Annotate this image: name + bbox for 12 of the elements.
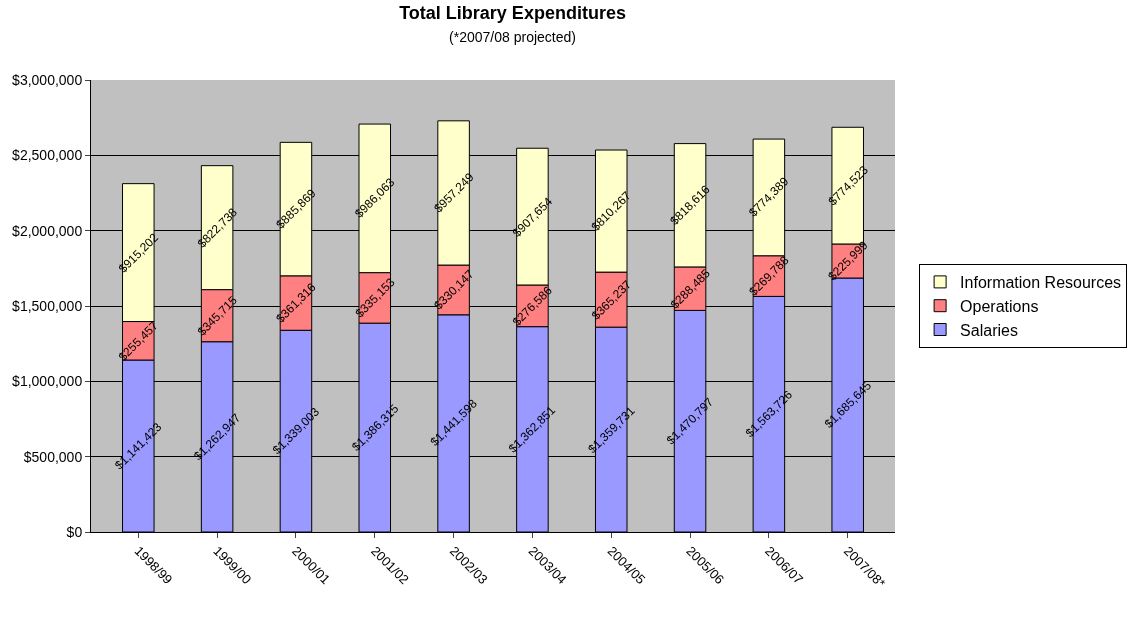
y-tick-label: $0	[66, 523, 83, 540]
legend-label: Operations	[960, 297, 1039, 315]
chart-subtitle: (*2007/08 projected)	[449, 29, 576, 46]
legend-label: Information Resources	[960, 274, 1122, 292]
y-tick-label: $2,000,000	[12, 222, 83, 239]
y-tick-label: $2,500,000	[12, 147, 83, 164]
chart-title: Total Library Expenditures	[399, 2, 626, 23]
y-tick-label: $1,000,000	[12, 373, 83, 390]
y-tick-label: $1,500,000	[12, 297, 83, 314]
y-tick-label: $3,000,000	[12, 71, 83, 88]
y-tick-label: $500,000	[23, 448, 83, 465]
legend-label: Salaries	[960, 321, 1018, 339]
